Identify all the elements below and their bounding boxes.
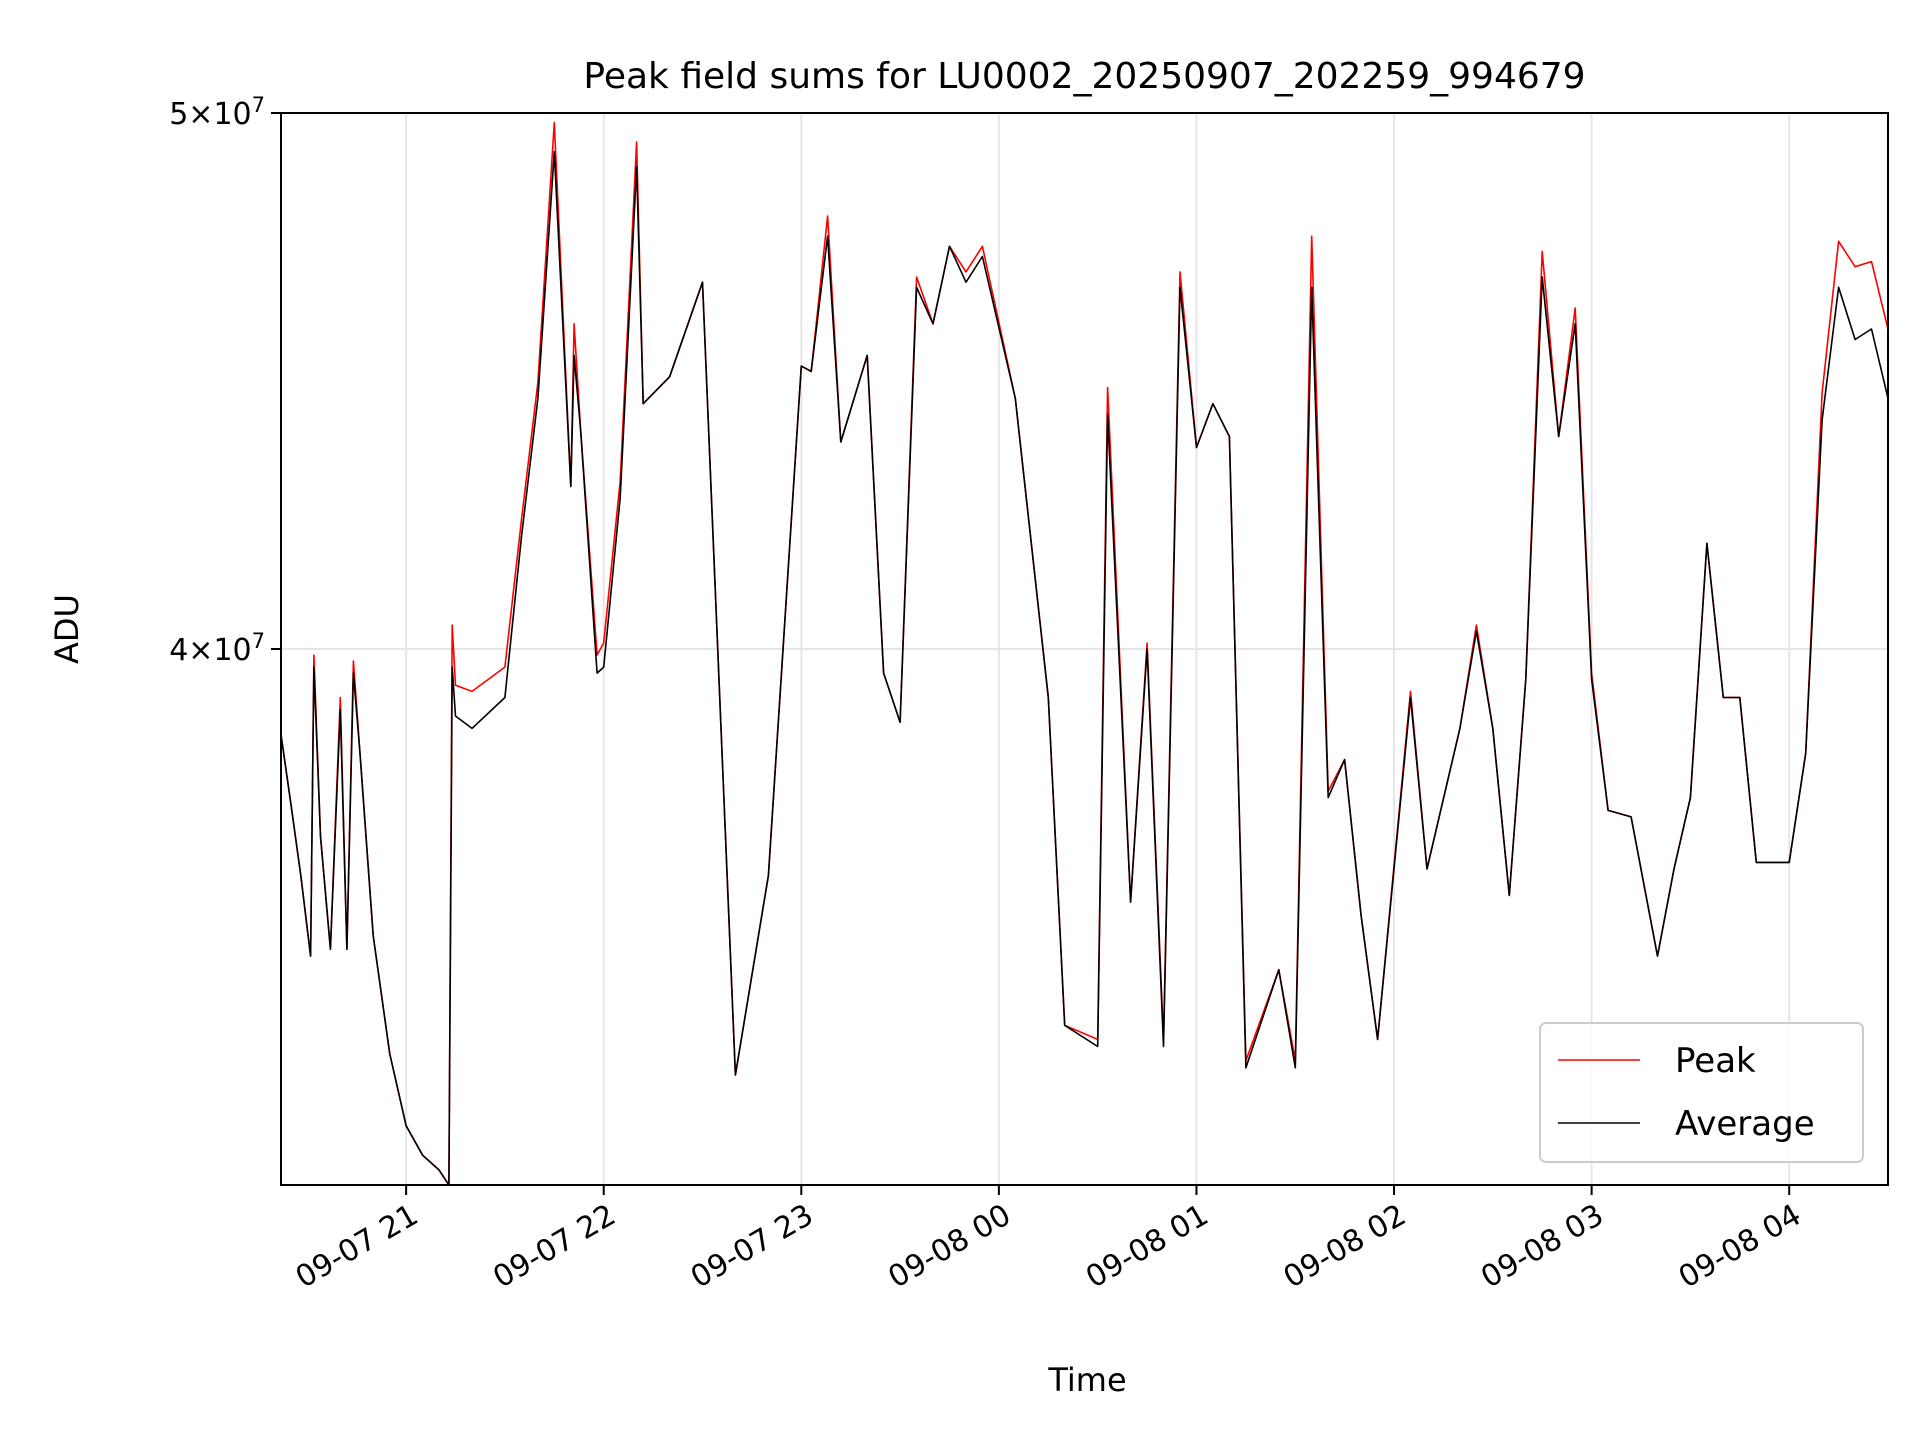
chart-title: Peak field sums for LU0002_20250907_2022… <box>583 56 1585 97</box>
x-axis-label: Time <box>1047 1361 1126 1399</box>
y-tick-label: 4×107 <box>169 629 265 668</box>
series-line-average <box>281 150 1888 1185</box>
legend: Peak Average <box>1539 1022 1864 1163</box>
y-axis-label: ADU <box>48 594 86 664</box>
legend-label-peak: Peak <box>1675 1041 1756 1081</box>
series-lines <box>281 121 1888 1185</box>
y-tick-label: 5×107 <box>169 93 265 132</box>
legend-label-average: Average <box>1675 1104 1815 1144</box>
legend-box <box>1539 1022 1864 1163</box>
